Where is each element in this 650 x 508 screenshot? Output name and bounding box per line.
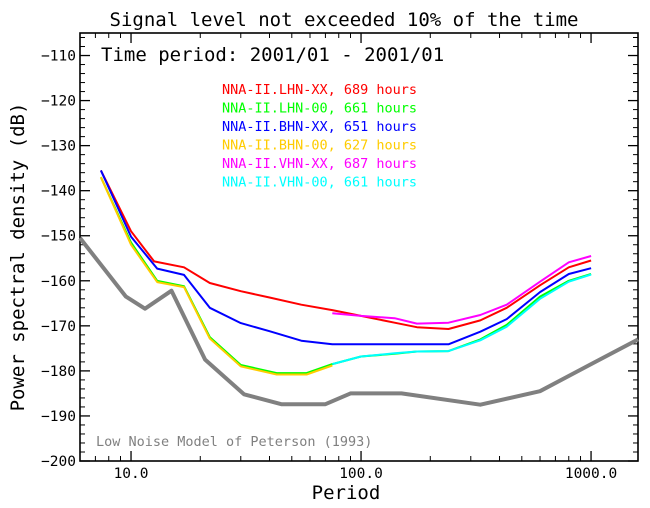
legend-entry: NNA-II.VHN-XX, 687 hours — [222, 156, 417, 172]
legend: NNA-II.LHN-XX, 689 hours NNA-II.LHN-00, 6… — [222, 82, 417, 191]
y-tick-label: −200 — [41, 454, 76, 470]
legend-entry: NNA-II.BHN-00, 627 hours — [222, 138, 417, 154]
y-tick-label: −130 — [41, 139, 76, 155]
x-tick-label: 10.0 — [114, 466, 149, 482]
y-tick-label: −180 — [41, 364, 76, 380]
x-tick-label: 1000.0 — [565, 466, 617, 482]
chart-subtitle: Time period: 2001/01 - 2001/01 — [101, 44, 444, 66]
y-tick-label: −190 — [41, 409, 76, 425]
y-axis: −110 −120 −130 −140 −150 −160 −170 −180 −190 −200 — [41, 37, 638, 470]
series-line — [99, 169, 592, 346]
y-tick-label: −120 — [41, 94, 76, 110]
y-axis-label: Power spectral density (dB) — [7, 103, 29, 412]
legend-entry: NNA-II.LHN-00, 661 hours — [222, 101, 417, 117]
reference-label: Low Noise Model of Peterson (1993) — [96, 434, 372, 450]
reference-line — [78, 236, 639, 407]
y-tick-label: −110 — [41, 49, 76, 65]
y-tick-label: −160 — [41, 274, 76, 290]
series-line — [99, 176, 333, 376]
series-lines — [78, 169, 639, 407]
series-line — [332, 255, 592, 325]
y-tick-label: −170 — [41, 319, 76, 335]
series-line — [100, 169, 592, 330]
y-tick-label: −150 — [41, 229, 76, 245]
x-axis-label: Period — [312, 482, 381, 504]
legend-entry: NNA-II.BHN-XX, 651 hours — [222, 119, 417, 135]
chart-title: Signal level not exceeded 10% of the tim… — [110, 9, 579, 31]
legend-entry: NNA-II.LHN-XX, 689 hours — [222, 82, 417, 98]
x-tick-label: 100.0 — [339, 466, 383, 482]
x-axis: 10.0 100.0 1000.0 — [94, 33, 617, 482]
series-line — [332, 273, 592, 366]
y-tick-label: −140 — [41, 184, 76, 200]
legend-entry: NNA-II.VHN-00, 661 hours — [222, 175, 417, 191]
plot-frame — [79, 32, 639, 462]
